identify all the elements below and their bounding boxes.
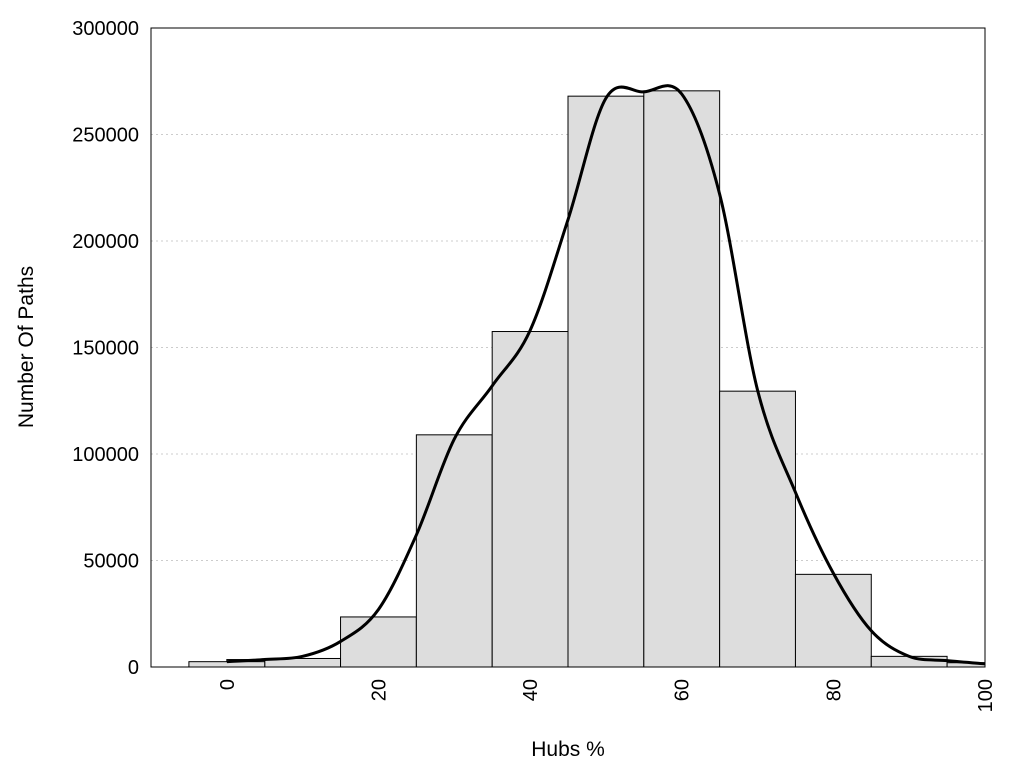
histogram-bar (188, 661, 266, 668)
x-tick-label: 80 (823, 679, 845, 701)
y-tick-label: 200000 (72, 231, 139, 253)
x-tick-label: 20 (368, 679, 390, 701)
y-axis-ticks: 0 50000 100000 150000 200000 250000 300000 (72, 18, 139, 679)
y-tick-label: 150000 (72, 338, 139, 360)
x-tick-label: 40 (520, 679, 542, 701)
y-tick-label: 100000 (72, 444, 139, 466)
histogram-bar (643, 90, 721, 668)
histogram-bar (415, 434, 493, 668)
histogram-bar (491, 331, 569, 668)
histogram-bar (719, 390, 796, 668)
x-tick-label: 0 (217, 679, 239, 690)
y-tick-label: 50000 (83, 551, 139, 573)
y-tick-label: 0 (128, 657, 139, 679)
density-curve (226, 84, 986, 666)
y-tick-label: 300000 (72, 18, 139, 40)
x-axis-ticks: 0 20 40 60 80 100 (217, 679, 997, 712)
x-tick-label: 60 (672, 679, 694, 701)
x-axis-title: Hubs % (531, 738, 605, 761)
y-axis-title: Number Of Paths (15, 266, 38, 428)
histogram-bars (188, 90, 986, 668)
x-tick-label: 100 (975, 679, 997, 712)
histogram-bar (794, 573, 872, 668)
histogram-bar (340, 616, 417, 668)
y-tick-label: 250000 (72, 125, 139, 147)
plot-frame (150, 27, 986, 668)
